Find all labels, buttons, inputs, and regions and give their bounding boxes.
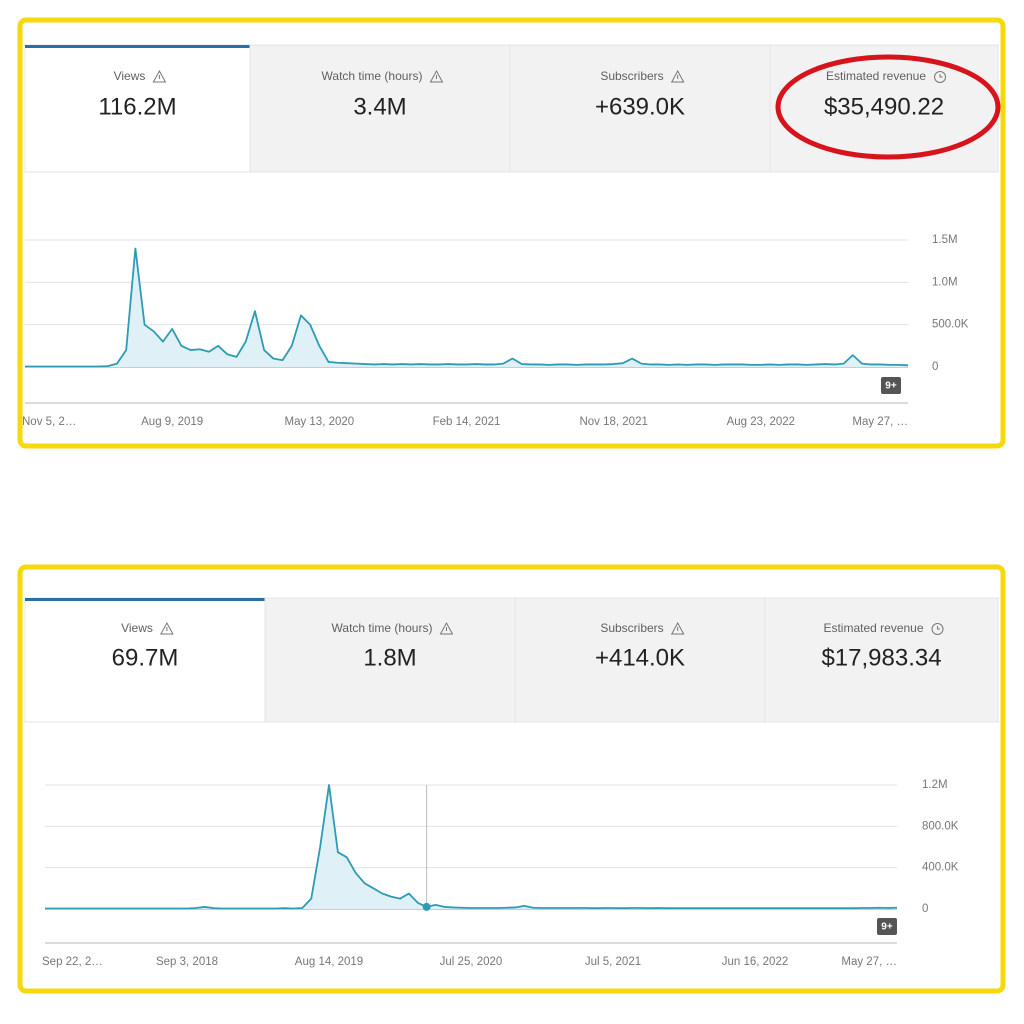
clock-icon: [934, 71, 947, 83]
analytics-panel: Views 116.2M Watch time (hours) 3.4M Subscri…: [17, 17, 1006, 449]
selected-indicator: [25, 45, 250, 48]
x-tick-label: Aug 14, 2019: [295, 956, 363, 968]
metric-value: 1.8M: [363, 644, 416, 671]
clock-hands: [937, 626, 941, 630]
highlight-circle: [775, 54, 1001, 160]
x-tick-label: Jul 5, 2021: [585, 956, 641, 968]
y-tick-label: 0: [922, 903, 928, 915]
metric-value: 3.4M: [353, 93, 406, 120]
y-tick-label: 1.0M: [932, 276, 958, 288]
metric-label: Estimated revenue: [823, 621, 923, 635]
annotation-badge: [881, 377, 901, 394]
metric-label: Watch time (hours): [322, 69, 423, 83]
metric-tab[interactable]: [769, 44, 999, 173]
metric-label: Subscribers: [600, 69, 663, 83]
x-tick-label: Sep 3, 2018: [156, 956, 218, 968]
y-tick-label: 800.0K: [922, 820, 959, 832]
x-tick-label: May 27, …: [852, 416, 908, 428]
selected-indicator: [25, 598, 265, 601]
warning-icon: [429, 69, 444, 83]
x-tick-label: Nov 5, 2…: [22, 416, 76, 428]
y-tick-label: 500.0K: [932, 319, 969, 331]
metric-value: $17,983.34: [821, 644, 941, 671]
metric-tab[interactable]: [764, 597, 999, 723]
clock-hands: [939, 74, 943, 78]
y-tick-label: 0: [932, 361, 938, 373]
annotation-text: 9+: [881, 922, 893, 933]
x-tick-label: Jul 25, 2020: [440, 956, 503, 968]
metric-tab[interactable]: [514, 597, 766, 723]
metric-tab[interactable]: [24, 597, 266, 723]
x-tick-label: May 13, 2020: [284, 416, 354, 428]
metric-label: Views: [121, 621, 153, 635]
warning-icon: [439, 621, 454, 635]
x-tick-label: Aug 9, 2019: [141, 416, 203, 428]
analytics-panel: Views 69.7M Watch time (hours) 1.8M Subscrib…: [17, 564, 1006, 994]
metric-value: 69.7M: [112, 644, 179, 671]
x-tick-label: Feb 14, 2021: [433, 416, 501, 428]
warning-icon: [152, 69, 167, 83]
y-tick-label: 400.0K: [922, 862, 959, 874]
metric-value: +639.0K: [595, 93, 685, 120]
annotation-text: 9+: [885, 381, 897, 392]
x-tick-label: Sep 22, 2…: [42, 956, 103, 968]
metric-label: Estimated revenue: [826, 69, 926, 83]
hover-point: [422, 902, 431, 911]
x-tick-label: Aug 23, 2022: [727, 416, 795, 428]
line-series: [45, 784, 898, 910]
x-tick-label: May 27, …: [841, 956, 897, 968]
y-tick-label: 1.5M: [932, 234, 958, 246]
metric-label: Views: [114, 69, 146, 83]
line-series: [25, 247, 909, 368]
warning-icon: [670, 69, 685, 83]
metric-label: Watch time (hours): [332, 621, 433, 635]
x-tick-label: Jun 16, 2022: [722, 956, 789, 968]
metric-tab[interactable]: [24, 44, 251, 173]
metric-value: $35,490.22: [824, 93, 944, 120]
y-tick-label: 1.2M: [922, 779, 948, 791]
metric-label: Subscribers: [600, 621, 663, 635]
metric-value: 116.2M: [98, 93, 176, 120]
x-tick-label: Nov 18, 2021: [579, 416, 647, 428]
warning-icon: [670, 621, 685, 635]
metric-tab[interactable]: [509, 44, 771, 173]
metric-value: +414.0K: [595, 644, 685, 671]
annotation-badge: [877, 918, 897, 935]
warning-icon: [160, 621, 174, 635]
metric-tab[interactable]: [249, 44, 511, 173]
clock-icon: [931, 623, 944, 635]
metric-tab[interactable]: [264, 597, 516, 723]
